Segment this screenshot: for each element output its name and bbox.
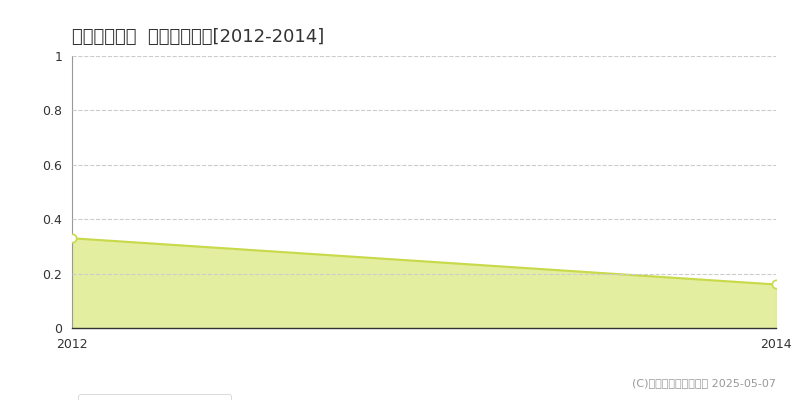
Text: 鴨川市太田学  土地価格推移[2012-2014]: 鴨川市太田学 土地価格推移[2012-2014] — [72, 28, 324, 46]
Point — [66, 235, 78, 242]
Text: (C)土地価格ドットコム 2025-05-07: (C)土地価格ドットコム 2025-05-07 — [632, 378, 776, 388]
Point — [770, 281, 782, 288]
Legend: 土地価格 平均坪単価(万円/坪): 土地価格 平均坪単価(万円/坪) — [78, 394, 231, 400]
